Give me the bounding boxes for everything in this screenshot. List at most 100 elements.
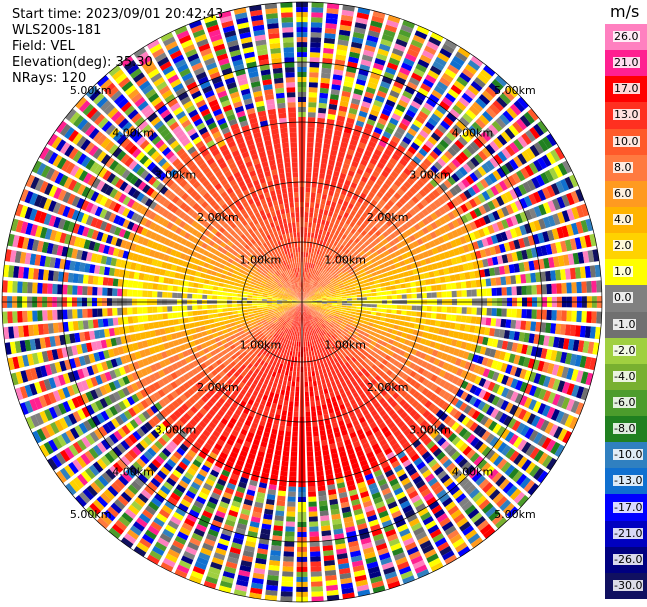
range-gate	[299, 302, 302, 307]
range-gate	[276, 335, 281, 341]
range-gate	[369, 247, 376, 254]
range-gate	[521, 309, 527, 319]
range-gate	[361, 101, 371, 109]
range-gate	[546, 363, 555, 375]
range-gate	[412, 356, 419, 364]
range-gate	[302, 282, 304, 287]
range-gate	[321, 302, 327, 304]
range-gate	[454, 273, 461, 281]
range-gate	[251, 347, 257, 353]
range-gate	[381, 153, 390, 161]
range-gate	[335, 236, 341, 243]
range-gate	[424, 548, 437, 559]
range-gate	[439, 139, 449, 149]
range-gate	[548, 336, 555, 347]
range-gate	[376, 505, 387, 514]
range-gate	[293, 304, 298, 308]
range-gate	[36, 428, 47, 442]
range-gate	[302, 302, 306, 306]
range-gate	[241, 445, 250, 453]
range-gate	[403, 537, 415, 547]
range-gate	[442, 203, 451, 213]
range-gate	[223, 382, 231, 389]
range-gate	[252, 390, 259, 397]
range-gate	[75, 495, 87, 508]
range-gate	[302, 302, 307, 304]
range-gate	[398, 566, 412, 575]
range-gate	[338, 366, 344, 373]
range-gate	[288, 355, 292, 361]
range-gate	[316, 349, 320, 355]
range-gate	[74, 425, 84, 437]
range-gate	[370, 409, 378, 417]
range-gate	[190, 445, 200, 454]
range-gate	[189, 537, 201, 547]
range-gate	[342, 511, 353, 519]
range-gate	[518, 332, 525, 342]
range-gate	[418, 447, 428, 456]
range-gate	[503, 177, 513, 189]
range-gate	[238, 433, 246, 441]
range-gate	[470, 512, 483, 524]
range-gate	[308, 309, 312, 314]
range-gate	[232, 537, 244, 545]
range-gate	[308, 87, 318, 93]
range-gate	[322, 329, 327, 335]
range-gate	[276, 439, 283, 446]
range-gate	[338, 34, 350, 42]
range-gate	[378, 397, 386, 405]
range-gate	[323, 372, 329, 379]
range-gate	[252, 341, 259, 347]
range-gate	[152, 545, 165, 556]
range-gate	[439, 455, 449, 465]
range-gate	[329, 443, 337, 450]
range-gate	[384, 447, 393, 456]
range-gate	[420, 280, 426, 286]
range-gate	[278, 341, 283, 347]
range-gate	[333, 345, 339, 352]
range-gate	[564, 268, 571, 280]
range-gate	[291, 356, 295, 362]
range-gate	[473, 387, 482, 397]
range-gate	[551, 364, 560, 376]
range-gate	[457, 181, 467, 191]
range-gate	[466, 307, 472, 315]
range-gate	[188, 575, 202, 585]
range-gate	[128, 464, 140, 476]
range-gate	[138, 513, 151, 524]
range-gate	[337, 319, 343, 324]
range-gate	[234, 584, 248, 592]
range-gate	[451, 173, 460, 183]
range-gate	[236, 421, 244, 428]
range-gate	[258, 403, 265, 411]
range-gate	[389, 505, 400, 514]
range-gate	[250, 383, 257, 390]
range-gate	[268, 564, 280, 571]
range-gate	[96, 413, 106, 424]
range-gate	[290, 361, 294, 367]
range-gate	[326, 350, 331, 356]
range-gate	[374, 538, 386, 547]
range-gate	[544, 421, 554, 435]
range-gate	[557, 428, 568, 442]
range-gate	[322, 357, 327, 364]
range-gate	[316, 305, 322, 308]
range-gate	[478, 499, 491, 510]
range-gate	[541, 187, 551, 200]
range-gate	[240, 333, 247, 339]
range-gate	[500, 131, 512, 143]
range-gate	[556, 196, 566, 209]
range-gate	[340, 289, 346, 293]
range-gate	[375, 178, 384, 187]
range-gate	[582, 340, 590, 354]
range-gate	[409, 217, 417, 225]
range-gate	[553, 336, 560, 348]
range-gate	[405, 211, 413, 220]
range-gate	[442, 391, 451, 401]
range-gate	[264, 405, 271, 413]
range-gate	[407, 467, 418, 477]
range-gate	[339, 313, 346, 317]
range-gate	[356, 219, 363, 227]
range-gate	[309, 77, 319, 83]
range-gate	[322, 269, 327, 275]
